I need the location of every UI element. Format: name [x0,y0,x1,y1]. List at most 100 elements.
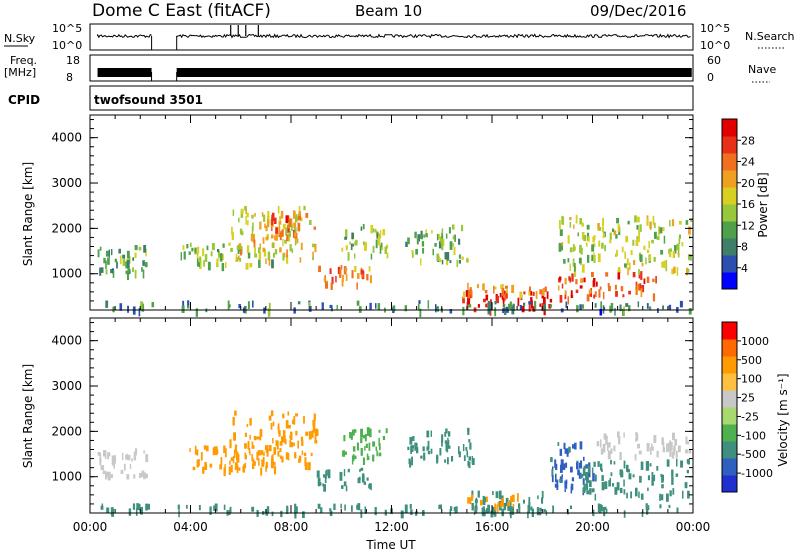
x-tick-label: 20:00 [575,520,610,534]
echo-cell [274,235,277,241]
echo-cell [282,223,286,230]
echo-cell [277,426,280,434]
echo-cell [601,242,604,249]
echo-cell [563,259,566,264]
colorbar-tick-label: 16 [741,198,755,211]
echo-cell [196,459,200,468]
echo-cell [439,504,442,510]
echo-cell [360,437,363,444]
echo-cell [552,505,554,514]
nsky-series [97,25,691,51]
echo-cell [261,212,264,217]
echo-cell [271,242,274,247]
echo-cell [485,294,489,301]
colorbar-swatch [722,238,737,256]
y-tick-label: 1000 [51,267,82,281]
echo-cell [238,217,240,223]
colorbar-tick-label: -500 [741,448,766,461]
y-tick-label: 3000 [51,379,82,393]
echo-cell [511,494,515,502]
echo-cell [294,227,297,234]
echo-cell [228,242,231,246]
colorbar-swatch [722,187,737,205]
echo-cell [243,464,245,473]
echo-cell [122,254,126,259]
echo-cell [623,432,625,438]
echo-cell [617,224,620,232]
echo-cell [599,227,602,231]
freq-gap-trace [151,72,178,82]
echo-cell [266,506,270,513]
echo-cell [624,263,627,268]
echo-cell [659,493,661,501]
echo-cell [223,445,226,454]
colorbar-swatch [722,170,737,188]
echo-cell [564,294,567,300]
echo-cell [252,222,254,231]
echo-cell [596,281,598,287]
echo-cell [653,435,657,443]
echo-cell [449,241,453,250]
echo-cell [638,273,641,279]
cpid-strip: CPID twofsound 3501 [8,85,694,111]
colorbar-tick-label: 20 [741,177,755,190]
echo-cell [673,445,676,452]
echo-cell [573,246,576,251]
echo-cell [519,291,523,299]
echo-cell [623,510,626,518]
echo-cell [455,506,458,513]
echo-cell [225,448,227,458]
echo-cell [595,474,597,482]
echo-cell [225,262,227,269]
echo-cell [337,266,341,275]
echo-cell [656,466,659,471]
echo-cell [610,448,613,454]
echo-cell [561,242,564,246]
colorbar-tick-label: 4 [741,262,748,275]
nave-tick-low: 0 [707,71,714,84]
echo-cell [265,461,268,469]
echo-cell [667,442,670,452]
echo-cell [649,463,652,467]
echo-cell [97,249,100,258]
echo-cell [121,452,124,461]
echo-cell [323,484,326,492]
echo-cell [528,501,531,508]
echo-cell [456,259,459,267]
echo-cell [593,277,595,286]
echo-cell [599,505,601,513]
echo-cell [341,485,344,489]
echo-cell [366,477,369,481]
echo-cell [558,242,562,252]
echo-cell [510,495,513,500]
echo-cell [412,251,414,258]
echo-cell [263,307,266,314]
echo-cell [375,239,378,249]
echo-cell [195,308,198,317]
echo-cell [427,300,430,309]
velocity-axes: 1000 2000 3000 4000 00:00 04:00 08:00 12:00 16:0… [51,318,710,534]
echo-cell [205,464,208,470]
echo-cell [336,304,338,310]
echo-cell [246,212,249,218]
echo-cell [685,436,688,445]
echo-cell [303,416,305,424]
echo-cell [360,226,363,231]
echo-cell [273,447,277,455]
echo-cell [262,237,265,244]
x-tick-label: 00:00 [73,520,108,534]
echo-cell [407,237,410,245]
echo-cell [467,427,470,432]
echo-cell [282,430,286,437]
echo-cell [632,474,635,478]
echo-cell [102,470,106,475]
echo-cell [640,271,643,280]
echo-cell [569,217,572,221]
echo-cell [277,425,280,430]
echo-cell [646,249,650,253]
echo-cell [325,470,327,479]
echo-cell [535,291,538,299]
echo-cell [271,214,273,222]
echo-cell [118,248,121,254]
freq-band-early [97,68,152,77]
